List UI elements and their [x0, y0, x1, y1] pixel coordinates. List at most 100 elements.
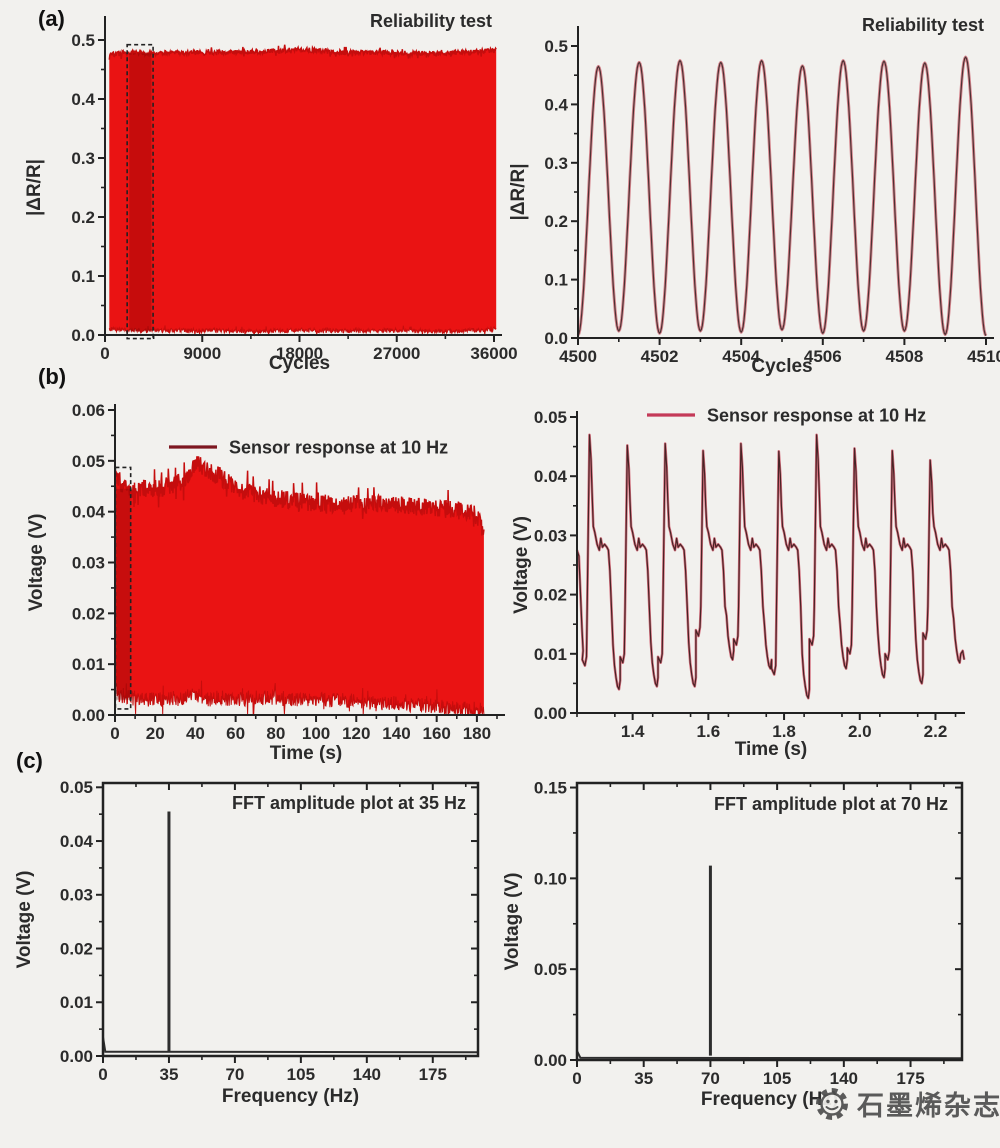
x-tick-label: 4502 — [641, 347, 679, 366]
y-axis-label: Voltage (V) — [511, 516, 532, 614]
watermark: 石墨烯杂志 — [814, 1084, 1000, 1123]
y-tick-label: 0.01 — [60, 993, 93, 1012]
band-series — [109, 44, 497, 335]
band-bottom-edge — [115, 680, 485, 716]
signal-line-inner — [577, 56, 987, 337]
y-axis-label: Voltage (V) — [502, 873, 523, 971]
x-axis-label: Frequency (Hz) — [222, 1086, 359, 1107]
x-axis-label: Cycles — [751, 356, 812, 377]
x-tick-label: 36000 — [470, 344, 517, 363]
y-tick-label: 0.00 — [534, 704, 567, 723]
y-axis-label: |ΔR/R| — [24, 159, 45, 216]
y-tick-label: 0.02 — [72, 604, 105, 623]
panel-label-b: (b) — [38, 364, 67, 389]
x-tick-label: 2.0 — [848, 722, 872, 741]
sensor-response-zoom-chart: 1.4 1.6 1.8 2.0 2.2 0.00 0.01 0.02 0.03 0.04 0.05 T… — [511, 405, 966, 760]
legend-label: Sensor response at 10 Hz — [707, 405, 926, 425]
x-tick-label: 4506 — [804, 347, 842, 366]
logo-smile — [825, 1105, 839, 1110]
axes — [96, 781, 480, 1063]
x-axis-label: Cycles — [269, 353, 330, 374]
x-tick-label: 80 — [266, 724, 285, 743]
x-tick-label: 140 — [382, 724, 410, 743]
y-tick-label: 0.03 — [534, 526, 567, 545]
x-tick-label: 35 — [159, 1065, 178, 1084]
y-tick-label: 0.3 — [544, 154, 568, 173]
x-tick-label: 27000 — [373, 344, 420, 363]
chart-title: Reliability test — [862, 15, 984, 35]
x-tick-label: 20 — [146, 724, 165, 743]
x-tick-label: 4504 — [722, 347, 760, 366]
x-tick-label: 60 — [226, 724, 245, 743]
y-tick-label: 0.02 — [60, 939, 93, 958]
x-tick-label: 175 — [419, 1065, 447, 1084]
x-tick-label: 18000 — [276, 344, 323, 363]
axes — [570, 781, 964, 1067]
y-tick-label: 0.03 — [72, 553, 105, 572]
sensor-response-full-chart: 0 20 40 60 80 100 120 140 160 180 0.00 0.01 0.02 0.03… — [26, 401, 505, 764]
x-tick-label: 9000 — [183, 344, 221, 363]
x-tick-label: 140 — [830, 1069, 858, 1088]
chart-title: FFT amplitude plot at 35 Hz — [232, 793, 466, 813]
x-tick-label: 180 — [463, 724, 491, 743]
zoom-region-shade — [129, 53, 152, 332]
y-tick-label: 0.05 — [534, 960, 567, 979]
signal-line-inner — [576, 434, 965, 699]
zoom-region-shade — [116, 488, 131, 700]
x-tick-label: 0 — [572, 1069, 581, 1088]
y-tick-label: 0.05 — [72, 452, 105, 471]
x-tick-label: 70 — [225, 1065, 244, 1084]
x-tick-label: 40 — [186, 724, 205, 743]
y-tick-label: 0.1 — [544, 271, 568, 290]
chart-title: Reliability test — [370, 11, 492, 31]
y-tick-label: 0.5 — [71, 31, 95, 50]
y-tick-label: 0.3 — [71, 149, 95, 168]
y-tick-label: 0.5 — [544, 37, 568, 56]
x-tick-label: 1.6 — [697, 722, 721, 741]
axes — [570, 411, 965, 720]
legend-label: Sensor response at 10 Hz — [229, 437, 448, 457]
axes — [108, 404, 505, 722]
plot-frame — [101, 781, 480, 1058]
signal-line-outer — [576, 55, 988, 337]
x-tick-label: 100 — [302, 724, 330, 743]
fft-baseline — [576, 1050, 963, 1060]
y-tick-label: 0.00 — [60, 1047, 93, 1066]
x-tick-label: 70 — [701, 1069, 720, 1088]
x-tick-label: 175 — [896, 1069, 924, 1088]
x-axis-label: Time (s) — [735, 739, 808, 760]
zoom-region-dashed-box — [126, 43, 154, 340]
y-tick-label: 0.05 — [534, 408, 567, 427]
fft-baseline — [102, 1037, 479, 1054]
plot-frame — [575, 781, 964, 1062]
band-series — [115, 456, 484, 714]
x-tick-label: 105 — [287, 1065, 315, 1084]
band-bottom-edge — [108, 325, 497, 337]
fft-70hz-chart: 0 35 70 105 140 175 0.00 0.05 0.10 0.15 Frequency … — [502, 778, 964, 1110]
y-tick-label: 0.2 — [71, 208, 95, 227]
y-tick-label: 0.05 — [60, 778, 93, 797]
y-tick-label: 0.01 — [534, 645, 567, 664]
x-tick-label: 120 — [342, 724, 370, 743]
x-tick-label: 160 — [422, 724, 450, 743]
logo-eye — [834, 1099, 838, 1103]
logo-eye — [826, 1099, 830, 1103]
y-tick-label: 0.00 — [72, 706, 105, 725]
panel-label-c: (c) — [16, 748, 43, 773]
y-tick-label: 0.0 — [71, 326, 95, 345]
y-axis-label: Voltage (V) — [26, 514, 47, 612]
y-tick-label: 0.02 — [534, 586, 567, 605]
y-tick-label: 0.10 — [534, 869, 567, 888]
gear-logo-icon — [816, 1087, 848, 1120]
band-top-edge — [114, 456, 485, 536]
fft-35hz-chart: 0 35 70 105 140 175 0.00 0.01 0.02 0.03 0.04 0.05 Fr… — [14, 778, 480, 1107]
x-tick-label: 140 — [353, 1065, 381, 1084]
y-tick-label: 0.2 — [544, 212, 568, 231]
y-tick-label: 0.03 — [60, 886, 93, 905]
chart-title: FFT amplitude plot at 70 Hz — [714, 794, 948, 814]
y-tick-label: 0.1 — [71, 267, 95, 286]
band-top-edge — [108, 44, 497, 60]
y-axis-label: |ΔR/R| — [508, 163, 529, 220]
